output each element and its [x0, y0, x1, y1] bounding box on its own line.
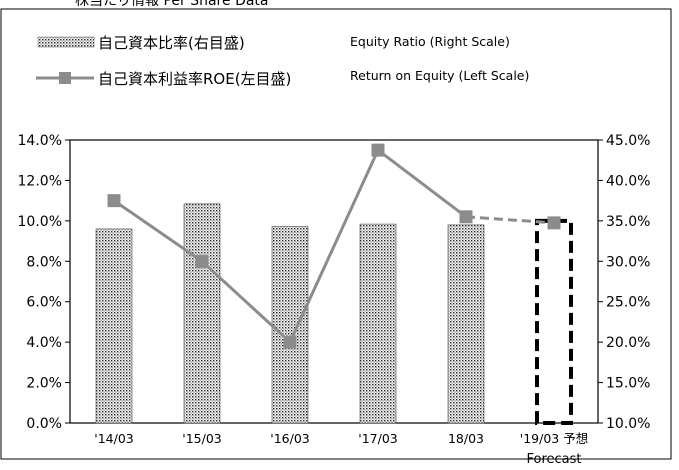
y-right-tick-label: 40.0%	[606, 173, 650, 189]
equity-ratio-bar	[447, 224, 485, 424]
y-right-tick-label: 15.0%	[606, 376, 650, 392]
roe-point	[107, 194, 121, 208]
header-text: 株当たり情報 Per Share Data	[75, 0, 269, 9]
y-left-tick-label: 10.0%	[18, 214, 62, 230]
x-tick-label: '15/03	[182, 431, 221, 446]
y-left-tick-label: 4.0%	[26, 335, 62, 351]
x-tick-label: '17/03	[358, 431, 397, 446]
x-tick-label: '14/03	[94, 431, 133, 446]
y-left-tick-label: 8.0%	[26, 254, 62, 270]
legend-label-roe-en: Return on Equity (Left Scale)	[350, 68, 529, 83]
y-left-tick-label: 2.0%	[26, 376, 62, 392]
y-right-tick-label: 25.0%	[606, 295, 650, 311]
roe-point	[371, 143, 385, 157]
x-tick-label: '19/03 予想	[520, 431, 588, 446]
roe-line-forecast	[465, 215, 555, 225]
y-axis-right: 10.0% 15.0% 20.0% 25.0% 30.0% 35.0% 40.0% 45.0%	[598, 133, 650, 432]
y-right-tick-label: 30.0%	[606, 254, 650, 270]
legend-label-equity-ratio-en: Equity Ratio (Right Scale)	[350, 34, 510, 49]
equity-ratio-bar	[183, 203, 221, 424]
roe-point	[195, 254, 209, 268]
y-right-tick-label: 35.0%	[606, 214, 650, 230]
roe-point	[283, 335, 297, 349]
roe-line	[107, 143, 561, 349]
x-tick-sublabel: Forecast	[526, 452, 581, 467]
x-tick-label: '16/03	[270, 431, 309, 446]
legend-label-equity-ratio: 自己資本比率(右目盛)	[98, 34, 245, 52]
roe-point	[547, 216, 561, 230]
y-left-tick-label: 14.0%	[18, 133, 62, 149]
equity-ratio-bar-forecast	[535, 218, 573, 425]
y-right-tick-label: 20.0%	[606, 335, 650, 351]
y-right-tick-label: 10.0%	[606, 416, 650, 432]
y-left-tick-label: 6.0%	[26, 295, 62, 311]
plot-area	[69, 139, 599, 424]
legend-swatch-equity-ratio	[37, 36, 95, 48]
equity-ratio-bar	[95, 228, 133, 424]
y-left-tick-label: 12.0%	[18, 173, 62, 189]
y-axis-left: 0.0% 2.0% 4.0% 6.0% 8.0% 10.0% 12.0% 14.0%	[18, 133, 70, 432]
x-axis-labels: '14/03 '15/03 '16/03 '17/03 18/03 '19/03 予想 Fo…	[94, 431, 588, 467]
x-tick-label: 18/03	[448, 431, 484, 446]
legend-marker-roe	[59, 72, 71, 84]
legend: 自己資本比率(右目盛) Equity Ratio (Right Scale) 自…	[36, 34, 529, 88]
equity-ratio-bars	[95, 203, 573, 425]
y-right-tick-label: 45.0%	[606, 133, 650, 149]
equity-ratio-bar	[271, 226, 309, 424]
chart-frame	[0, 8, 672, 460]
roe-point	[459, 210, 473, 224]
y-left-tick-label: 0.0%	[26, 416, 62, 432]
legend-label-roe: 自己資本利益率ROE(左目盛)	[98, 70, 291, 88]
equity-ratio-bar	[359, 223, 397, 424]
